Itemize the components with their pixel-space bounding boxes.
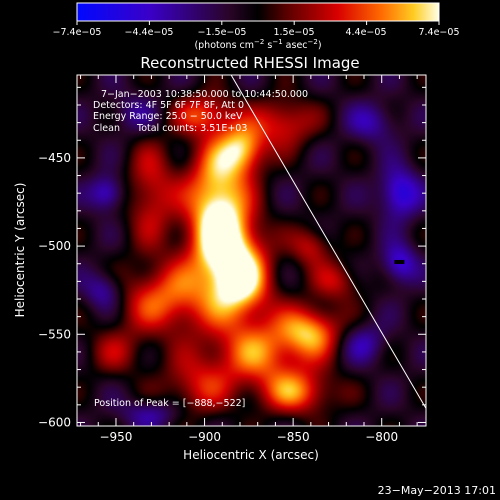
info-time-range: 7−Jan−2003 10:38:50.000 to 10:44:50.000 xyxy=(101,89,308,100)
solar-limb-line xyxy=(230,75,426,409)
peak-position-label: Position of Peak = [−888,−522] xyxy=(94,398,245,409)
x-tick-label: −950 xyxy=(99,430,132,444)
info-block: 7−Jan−2003 10:38:50.000 to 10:44:50.000 … xyxy=(93,89,308,134)
plot-frame xyxy=(76,74,427,427)
timestamp: 23−May−2013 17:01 xyxy=(378,484,496,497)
colorbar-tick-labels: −7.4e−05 −4.4e−05 −1.5e−05 1.5e−05 4.4e−… xyxy=(53,27,460,38)
y-tick-label: −600 xyxy=(38,415,71,429)
info-energy-range: Energy Range: 25.0 − 50.0 keV xyxy=(93,111,243,122)
colorbar-gradient xyxy=(76,2,440,22)
y-tick-label: −500 xyxy=(38,239,71,253)
colorbar: −7.4e−05 −4.4e−05 −1.5e−05 1.5e−05 4.4e−… xyxy=(53,2,460,51)
info-detectors: Detectors: 4F 5F 6F 7F 8F, Att 0 xyxy=(93,100,244,111)
axis-ticks xyxy=(77,75,426,426)
plot-area: 7−Jan−2003 10:38:50.000 to 10:44:50.000 … xyxy=(76,74,427,427)
colorbar-tick-label: −1.5e−05 xyxy=(198,27,247,38)
x-tick-label: −900 xyxy=(188,430,221,444)
x-axis-label: Heliocentric X (arcsec) xyxy=(183,448,319,462)
info-method: Clean xyxy=(93,123,120,134)
peak-marker xyxy=(394,259,405,264)
colorbar-tick-label: 7.4e−05 xyxy=(418,27,459,38)
y-tick-labels: −450 −500 −550 −600 xyxy=(38,151,71,430)
chart-title: Reconstructed RHESSI Image xyxy=(140,54,359,72)
heatmap-image xyxy=(77,75,426,426)
colorbar-ticks xyxy=(76,21,440,25)
colorbar-unit-label: (photons cm−2 s−1 asec−2) xyxy=(194,38,321,51)
x-tick-label: −800 xyxy=(365,430,398,444)
colorbar-tick-label: 4.4e−05 xyxy=(345,27,386,38)
x-tick-label: −850 xyxy=(277,430,310,444)
colorbar-tick-label: −4.4e−05 xyxy=(125,27,174,38)
y-tick-label: −450 xyxy=(38,151,71,165)
x-tick-labels: −950 −900 −850 −800 xyxy=(99,430,398,444)
y-axis-label: Heliocentric Y (arcsec) xyxy=(13,183,27,318)
y-tick-label: −550 xyxy=(38,327,71,341)
colorbar-tick-label: −7.4e−05 xyxy=(53,27,102,38)
colorbar-tick-label: 1.5e−05 xyxy=(273,27,314,38)
info-total-counts: Total counts: 3.51E+03 xyxy=(136,123,247,134)
